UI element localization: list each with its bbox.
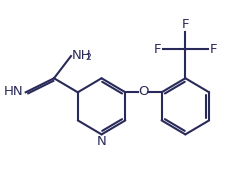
Text: NH: NH	[72, 49, 92, 62]
Text: 2: 2	[85, 53, 91, 62]
Text: HN: HN	[4, 85, 23, 98]
Text: O: O	[138, 85, 149, 98]
Text: F: F	[210, 43, 217, 56]
Text: F: F	[182, 18, 189, 31]
Text: F: F	[153, 43, 161, 56]
Text: N: N	[97, 135, 106, 148]
